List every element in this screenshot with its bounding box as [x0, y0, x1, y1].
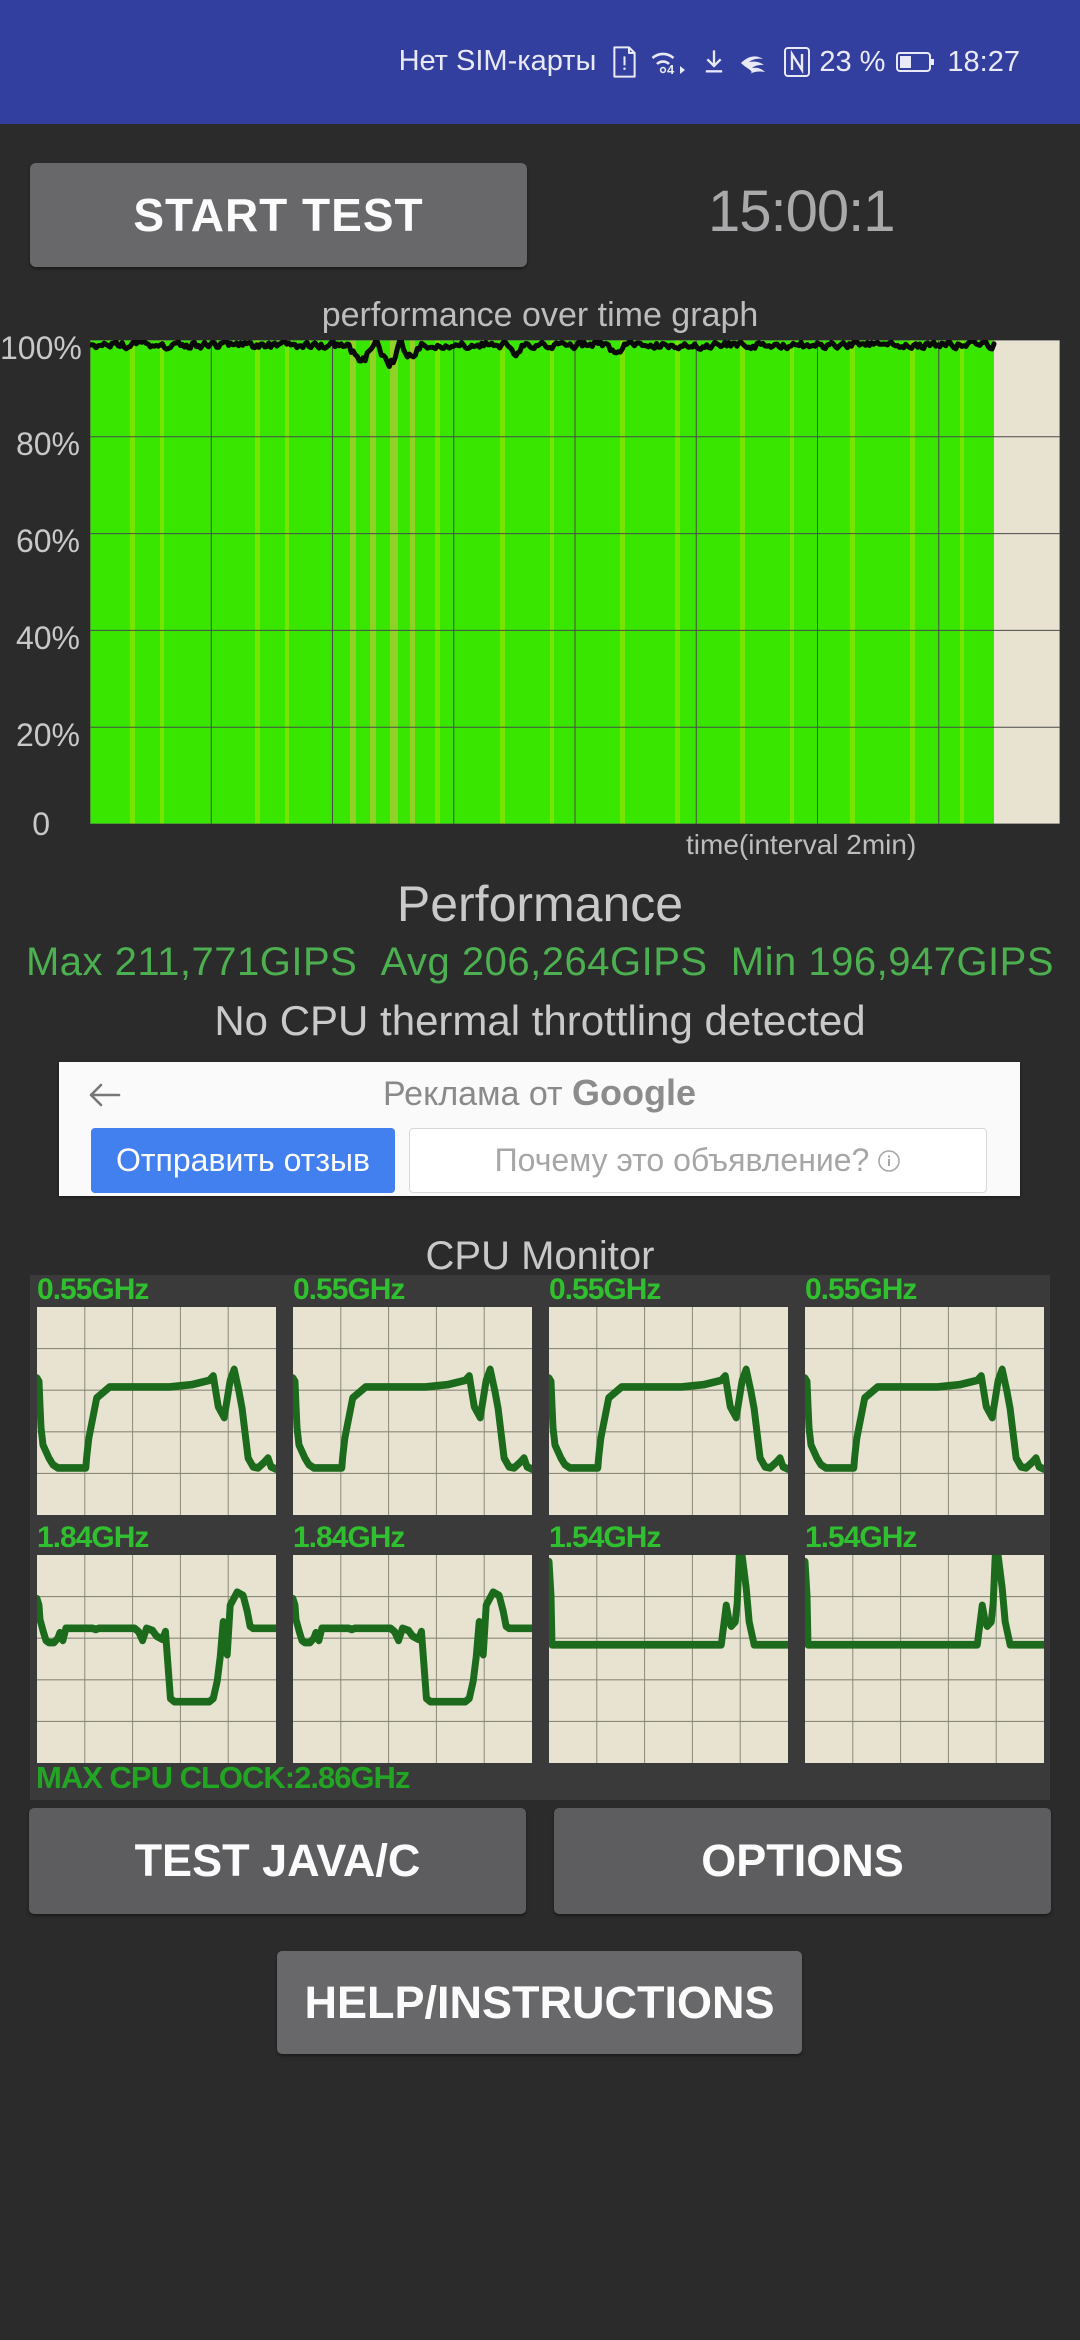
svg-text:4: 4	[667, 62, 675, 77]
